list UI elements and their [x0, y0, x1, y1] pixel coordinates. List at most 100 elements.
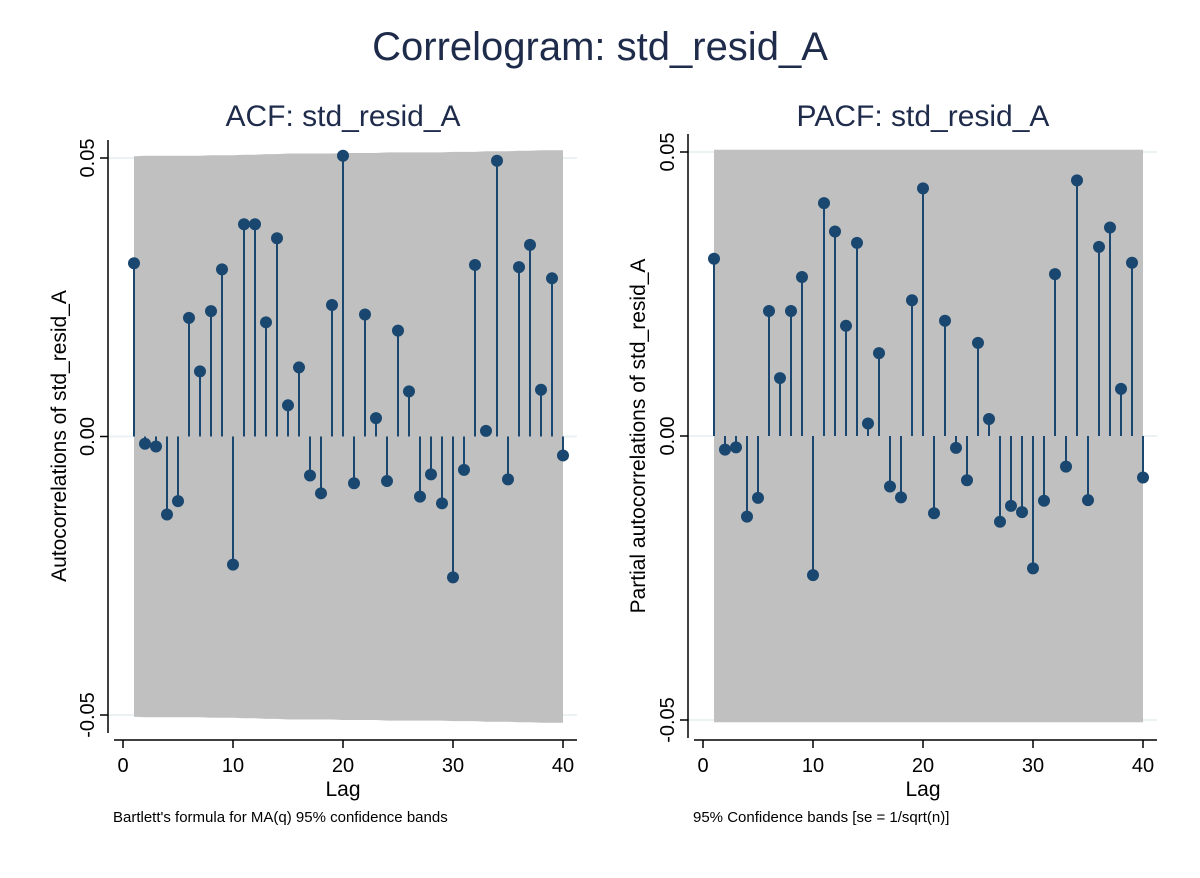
pacf-point-lag-25 [972, 336, 984, 349]
pacf-point-lag-19 [906, 294, 918, 307]
acf-point-lag-11 [238, 218, 250, 231]
pacf-point-lag-36 [1093, 240, 1105, 253]
acf-point-lag-10 [227, 558, 239, 571]
pacf-point-lag-14 [851, 236, 863, 249]
pacf-point-lag-4 [741, 510, 753, 523]
pacf-point-lag-10 [807, 569, 819, 582]
acf-xtick-label-1: 10 [222, 755, 244, 777]
pacf-point-lag-40 [1137, 471, 1149, 484]
acf-point-lag-1 [128, 257, 140, 270]
acf-point-lag-5 [172, 495, 184, 508]
pacf-panel: PACF: std_resid_A -0.05 0.00 0.05 0 10 20 30 40… [627, 100, 1157, 826]
acf-point-lag-39 [546, 272, 558, 285]
acf-point-lag-9 [216, 263, 228, 276]
acf-ylabel: Autocorrelations of std_resid_A [48, 290, 71, 582]
pacf-point-lag-21 [928, 507, 940, 520]
pacf-point-lag-22 [939, 314, 951, 327]
pacf-point-lag-3 [730, 441, 742, 454]
acf-point-lag-22 [359, 308, 371, 321]
pacf-ylabel: Partial autocorrelations of std_resid_A [627, 259, 650, 614]
pacf-band-area [714, 149, 1143, 723]
pacf-note: 95% Confidence bands [se = 1/sqrt(n)] [693, 809, 949, 826]
acf-xtick-label-3: 30 [442, 755, 464, 777]
acf-point-lag-12 [249, 218, 261, 231]
pacf-point-lag-39 [1126, 256, 1138, 269]
acf-point-lag-36 [513, 261, 525, 274]
pacf-point-lag-31 [1038, 494, 1050, 507]
pacf-point-lag-17 [884, 480, 896, 493]
acf-ytick-label-2: 0.05 [77, 139, 99, 178]
acf-point-lag-6 [183, 311, 195, 324]
acf-point-lag-31 [458, 463, 470, 476]
acf-point-lag-38 [535, 383, 547, 396]
acf-point-lag-24 [381, 475, 393, 488]
acf-point-lag-34 [491, 154, 503, 167]
pacf-point-lag-8 [785, 305, 797, 318]
acf-point-lag-18 [315, 487, 327, 500]
pacf-point-lag-11 [818, 197, 830, 210]
acf-point-lag-8 [205, 305, 217, 318]
pacf-point-lag-18 [895, 491, 907, 504]
pacf-title: PACF: std_resid_A [797, 100, 1050, 133]
acf-point-lag-16 [293, 361, 305, 374]
acf-point-lag-29 [436, 497, 448, 510]
pacf-confidence-band [714, 149, 1143, 723]
pacf-point-lag-29 [1016, 506, 1028, 519]
pacf-point-lag-24 [961, 474, 973, 487]
acf-point-lag-27 [414, 490, 426, 503]
pacf-point-lag-1 [708, 252, 720, 265]
acf-point-lag-21 [348, 477, 360, 490]
pacf-point-lag-34 [1071, 174, 1083, 187]
pacf-axes: -0.05 0.00 0.05 0 10 20 30 40 [657, 133, 1157, 777]
pacf-ytick-label-2: 0.05 [657, 133, 679, 172]
pacf-point-lag-5 [752, 491, 764, 504]
acf-point-lag-23 [370, 412, 382, 425]
pacf-point-lag-32 [1049, 268, 1061, 281]
acf-point-lag-3 [150, 440, 162, 453]
pacf-point-lag-37 [1104, 221, 1116, 234]
pacf-point-lag-26 [983, 412, 995, 425]
acf-title: ACF: std_resid_A [225, 100, 460, 133]
acf-note: Bartlett's formula for MA(q) 95% confide… [113, 809, 448, 826]
acf-point-lag-28 [425, 468, 437, 481]
pacf-point-lag-27 [994, 515, 1006, 528]
pacf-ytick-label-0: -0.05 [657, 697, 679, 743]
pacf-point-lag-20 [917, 182, 929, 195]
acf-point-lag-32 [469, 258, 481, 271]
acf-xtick-label-4: 40 [552, 755, 574, 777]
acf-point-lag-19 [326, 299, 338, 312]
pacf-xtick-label-1: 10 [802, 755, 824, 777]
acf-point-lag-15 [282, 399, 294, 412]
acf-point-lag-26 [403, 385, 415, 398]
acf-point-lag-14 [271, 232, 283, 245]
acf-point-lag-25 [392, 324, 404, 337]
acf-confidence-band [134, 150, 563, 723]
pacf-point-lag-38 [1115, 382, 1127, 395]
pacf-point-lag-15 [862, 417, 874, 430]
acf-stems [128, 149, 569, 584]
acf-point-lag-17 [304, 469, 316, 482]
pacf-point-lag-30 [1027, 562, 1039, 575]
pacf-xtick-label-4: 40 [1132, 755, 1154, 777]
acf-xtick-label-0: 0 [117, 755, 128, 777]
acf-point-lag-37 [524, 238, 536, 251]
pacf-point-lag-16 [873, 347, 885, 360]
pacf-point-lag-2 [719, 443, 731, 456]
acf-ytick-label-0: -0.05 [77, 692, 99, 738]
pacf-point-lag-9 [796, 270, 808, 283]
acf-point-lag-20 [337, 149, 349, 162]
acf-axes: -0.05 0.00 0.05 0 10 20 30 40 [77, 139, 577, 777]
pacf-xlabel: Lag [905, 778, 940, 801]
acf-xlabel: Lag [325, 778, 360, 801]
acf-point-lag-7 [194, 365, 206, 378]
pacf-point-lag-13 [840, 319, 852, 332]
acf-point-lag-30 [447, 571, 459, 584]
pacf-point-lag-12 [829, 225, 841, 238]
pacf-point-lag-35 [1082, 494, 1094, 507]
acf-band-area [134, 150, 563, 723]
acf-panel: ACF: std_resid_A -0.050.000.050 10 20 30 40 … [48, 100, 577, 826]
acf-point-lag-13 [260, 316, 272, 329]
pacf-ytick-label-1: 0.00 [657, 417, 679, 456]
acf-xtick-label-2: 20 [332, 755, 354, 777]
